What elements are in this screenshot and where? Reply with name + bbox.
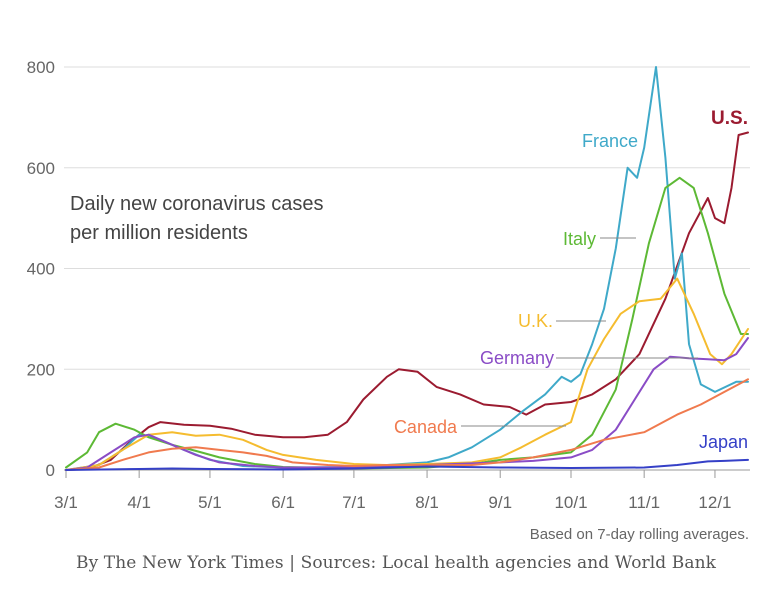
chart-title-line-2: per million residents [70, 222, 248, 244]
source-credit: By The New York Times | Sources: Local h… [76, 553, 717, 573]
rolling-average-note: Based on 7-day rolling averages. [529, 526, 749, 543]
x-tick-label: 5/1 [198, 493, 222, 512]
series-label-japan: Japan [699, 432, 748, 452]
x-tick-label: 10/1 [554, 493, 587, 512]
series-lines [65, 66, 749, 471]
series-label-u-s: U.S. [711, 108, 748, 129]
series-label-france: France [582, 131, 638, 151]
x-axis-ticks: 3/1 4/1 5/1 6/1 7/1 8/1 9/1 10/1 11/1 12/1 [54, 470, 732, 512]
series-label-germany: Germany [480, 348, 554, 368]
x-tick-label: 8/1 [415, 493, 439, 512]
chart-title-line-1: Daily new coronavirus cases [70, 193, 324, 215]
y-tick-label: 400 [27, 260, 55, 279]
chart-title: Daily new coronavirus cases per million … [70, 190, 323, 248]
series-label-canada: Canada [394, 417, 458, 437]
x-tick-label: 4/1 [127, 493, 151, 512]
x-tick-label: 9/1 [488, 493, 512, 512]
x-tick-label: 7/1 [342, 493, 366, 512]
series-line-u-k [65, 277, 749, 471]
gridlines [64, 66, 750, 471]
y-axis-ticks: 0 200 400 600 800 [27, 58, 55, 480]
y-tick-label: 200 [27, 360, 55, 379]
label-leader-lines [461, 237, 698, 427]
x-tick-label: 6/1 [271, 493, 295, 512]
series-line-canada [65, 378, 749, 471]
series-labels: U.S. France Italy U.K. Germany Canada Japan [394, 108, 748, 452]
y-tick-label: 800 [27, 58, 55, 77]
x-tick-label: 12/1 [698, 493, 731, 512]
series-label-italy: Italy [563, 229, 596, 249]
x-tick-label: 3/1 [54, 493, 78, 512]
y-tick-label: 600 [27, 159, 55, 178]
y-tick-label: 0 [46, 461, 55, 480]
series-label-u-k: U.K. [518, 311, 553, 331]
series-line-u-s [65, 131, 749, 471]
series-line-japan [65, 458, 749, 471]
x-tick-label: 11/1 [628, 493, 660, 512]
